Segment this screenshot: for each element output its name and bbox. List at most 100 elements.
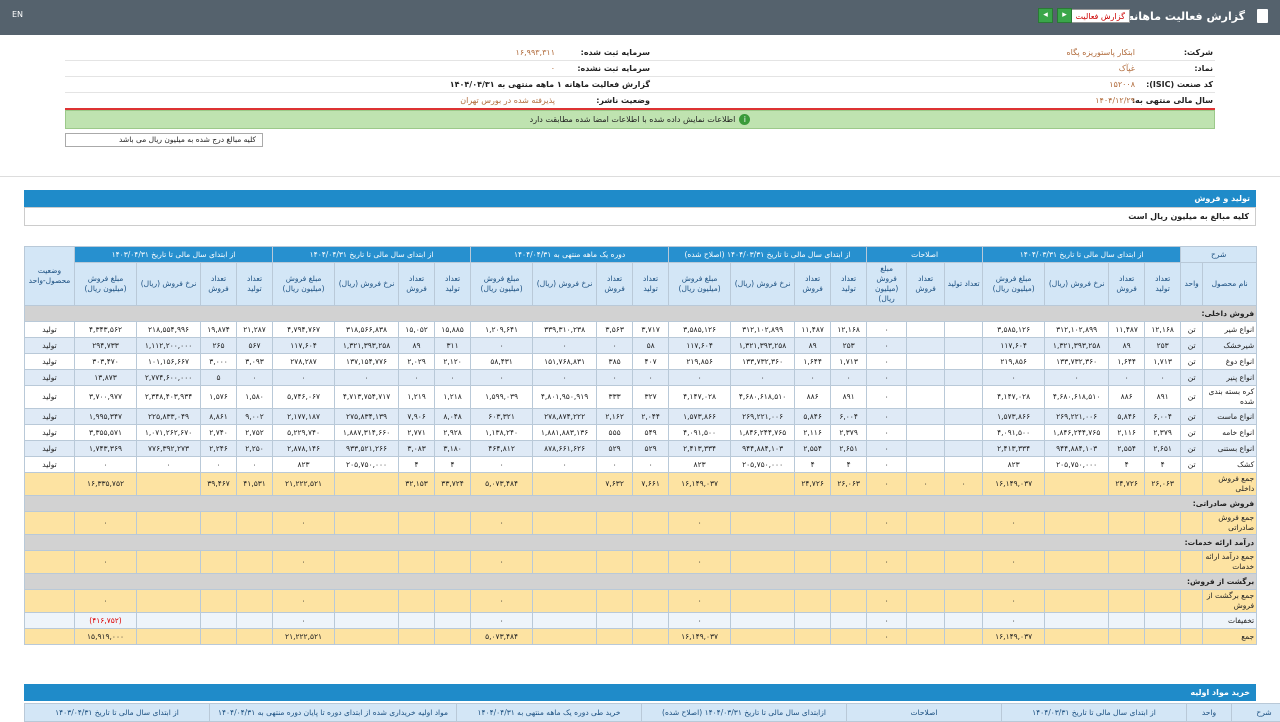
column-header: تعداد فروش bbox=[399, 263, 435, 306]
cell bbox=[945, 457, 983, 473]
cell: ۸۹۱ bbox=[1145, 386, 1181, 409]
cell bbox=[25, 613, 75, 629]
cell bbox=[731, 613, 795, 629]
next-button[interactable]: ▸ bbox=[1057, 8, 1072, 23]
cell bbox=[907, 629, 945, 645]
cell: ۴,۰۹۱,۵۰۰ bbox=[983, 425, 1045, 441]
cell: ۲۷۸,۲۸۷ bbox=[273, 354, 335, 370]
cell: ۱,۳۲۱,۳۹۳,۲۵۸ bbox=[731, 338, 795, 354]
info-label: سال مالی منتهی به: bbox=[1132, 93, 1213, 108]
cell bbox=[831, 629, 867, 645]
cell: ۱۶,۱۴۹,۰۳۷ bbox=[983, 629, 1045, 645]
cell: ۶,۰۰۴ bbox=[831, 409, 867, 425]
cell: ۰ bbox=[533, 457, 597, 473]
cell bbox=[335, 551, 399, 574]
cell: ۲۱,۲۸۷ bbox=[237, 322, 273, 338]
cell: ۴,۶۸۰,۶۱۸,۵۱۰ bbox=[1045, 386, 1109, 409]
cell bbox=[1045, 551, 1109, 574]
cell bbox=[597, 551, 633, 574]
cell: ۲۱,۲۲۲,۵۲۱ bbox=[273, 473, 335, 496]
cell bbox=[795, 551, 831, 574]
section-row: فروش داخلی: bbox=[25, 306, 1257, 322]
cell bbox=[907, 338, 945, 354]
cell: ۰ bbox=[669, 551, 731, 574]
cell: ۵,۸۴۶ bbox=[795, 409, 831, 425]
cell bbox=[945, 590, 983, 613]
cell bbox=[907, 409, 945, 425]
cell: ۲,۵۵۴ bbox=[1109, 441, 1145, 457]
report-dropdown[interactable]: گزارش فعالیت bbox=[1068, 9, 1130, 23]
info-value: غپآک bbox=[1119, 61, 1135, 76]
cell: ۲۶۹,۲۲۱,۰۰۶ bbox=[731, 409, 795, 425]
row-label: تخفیفات bbox=[1203, 613, 1257, 629]
cell: ۲,۵۵۴ bbox=[795, 441, 831, 457]
column-header: شرح bbox=[1232, 704, 1280, 722]
cell bbox=[399, 512, 435, 535]
cell: ۴,۷۹۴,۷۶۷ bbox=[273, 322, 335, 338]
cell: ۲۱۸,۵۵۴,۹۹۶ bbox=[137, 322, 201, 338]
cell: ۱۱,۴۸۷ bbox=[1109, 322, 1145, 338]
column-header: از ابتدای سال مالی تا تاریخ ۱۴۰۴/۰۳/۳۱ bbox=[1002, 704, 1187, 722]
column-header: تعداد فروش bbox=[201, 263, 237, 306]
cell: ۵۸,۴۳۱ bbox=[471, 354, 533, 370]
cell: ۰ bbox=[1145, 370, 1181, 386]
cell: ۱۰۱,۱۵۶,۶۶۷ bbox=[137, 354, 201, 370]
cell: ۸,۰۴۸ bbox=[435, 409, 471, 425]
cell bbox=[533, 629, 597, 645]
cell: ۰ bbox=[867, 473, 907, 496]
cell: ۲,۷۴۰ bbox=[201, 425, 237, 441]
cell: ۳۱۲,۱۰۲,۸۹۹ bbox=[731, 322, 795, 338]
cell bbox=[335, 613, 399, 629]
cell bbox=[831, 512, 867, 535]
section-title: فروش صادراتی: bbox=[25, 496, 1257, 512]
cell: ۰ bbox=[867, 322, 907, 338]
cell bbox=[25, 629, 75, 645]
cell: ۰ bbox=[471, 370, 533, 386]
cell bbox=[795, 590, 831, 613]
cell bbox=[137, 590, 201, 613]
cell: ۱۲,۱۶۸ bbox=[1145, 322, 1181, 338]
cell: ۰ bbox=[1109, 370, 1145, 386]
cell: ۹۴۴,۸۸۴,۱۰۳ bbox=[1045, 441, 1109, 457]
row-label: جمع bbox=[1203, 629, 1257, 645]
cell: ۲,۱۷۷,۱۸۷ bbox=[273, 409, 335, 425]
cell: ۱,۲۱۸ bbox=[435, 386, 471, 409]
cell: ۳۸۵ bbox=[597, 354, 633, 370]
cell: تولید bbox=[25, 441, 75, 457]
amount-note: کلیه مبالغ درج شده به میلیون ریال می باش… bbox=[65, 133, 263, 147]
cell: ۰ bbox=[867, 590, 907, 613]
cell bbox=[237, 629, 273, 645]
cell: ۰ bbox=[983, 512, 1045, 535]
cell: ۲۰۵,۷۵۰,۰۰۰ bbox=[1045, 457, 1109, 473]
cell: ۸۹ bbox=[399, 338, 435, 354]
cell bbox=[1145, 590, 1181, 613]
prev-button[interactable]: ◂ bbox=[1038, 8, 1053, 23]
column-header: نرخ فروش (ریال) bbox=[731, 263, 795, 306]
cell: ۰ bbox=[533, 338, 597, 354]
language-toggle[interactable]: EN bbox=[12, 10, 23, 19]
cell: ۰ bbox=[471, 613, 533, 629]
cell bbox=[633, 551, 669, 574]
cell: ۰ bbox=[75, 457, 137, 473]
cell: ۴,۱۴۷,۰۲۸ bbox=[983, 386, 1045, 409]
cell bbox=[335, 590, 399, 613]
cell bbox=[435, 590, 471, 613]
cell: ۴۰۷ bbox=[633, 354, 669, 370]
cell: ۲,۳۷۹ bbox=[831, 425, 867, 441]
cell: ۰ bbox=[633, 457, 669, 473]
cell: ۹۳۳,۵۲۱,۲۶۶ bbox=[335, 441, 399, 457]
cell bbox=[237, 512, 273, 535]
cell: تولید bbox=[25, 457, 75, 473]
cell: ۲۴,۷۲۶ bbox=[795, 473, 831, 496]
column-header: تعداد تولید bbox=[831, 263, 867, 306]
cell bbox=[795, 512, 831, 535]
column-header: تعداد تولید bbox=[237, 263, 273, 306]
cell: ۴ bbox=[1145, 457, 1181, 473]
cell: تولید bbox=[25, 354, 75, 370]
